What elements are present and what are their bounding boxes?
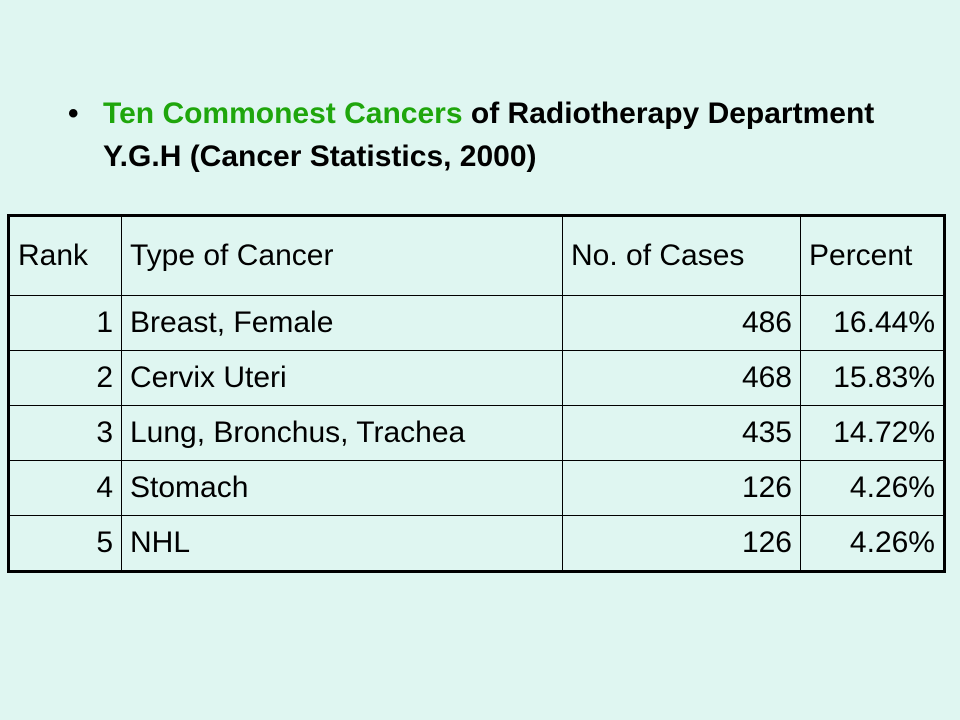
table-row: 4 Stomach 126 4.26% [8, 460, 945, 516]
title-rest: of Radiotherapy Department Y.G.H (Cancer… [103, 97, 875, 173]
cell-rank: 4 [8, 460, 122, 516]
cancer-statistics-table: Rank Type of Cancer No. of Cases Percent… [7, 214, 946, 573]
header-cases: No. of Cases [562, 215, 801, 296]
cell-percent: 14.72% [800, 405, 945, 461]
cell-type: Stomach [121, 460, 563, 516]
cell-cases: 126 [562, 460, 801, 516]
header-percent: Percent [800, 215, 945, 296]
cell-type: Cervix Uteri [121, 350, 563, 406]
cell-cases: 486 [562, 295, 801, 351]
slide-title-text: Ten Commonest Cancers of Radiotherapy De… [103, 92, 900, 178]
cell-rank: 3 [8, 405, 122, 461]
cell-cases: 126 [562, 515, 801, 572]
cell-type: NHL [121, 515, 563, 572]
table-header-row: Rank Type of Cancer No. of Cases Percent [8, 215, 945, 296]
cell-cases: 468 [562, 350, 801, 406]
table-row: 2 Cervix Uteri 468 15.83% [8, 350, 945, 406]
cell-type: Breast, Female [121, 295, 563, 351]
cell-type: Lung, Bronchus, Trachea [121, 405, 563, 461]
header-type: Type of Cancer [121, 215, 563, 296]
title-highlight: Ten Commonest Cancers [103, 97, 463, 130]
slide-title: • Ten Commonest Cancers of Radiotherapy … [68, 92, 900, 178]
table-row: 5 NHL 126 4.26% [8, 515, 945, 572]
bullet-icon: • [68, 97, 79, 130]
cell-percent: 16.44% [800, 295, 945, 351]
cell-rank: 1 [8, 295, 122, 351]
table-row: 3 Lung, Bronchus, Trachea 435 14.72% [8, 405, 945, 461]
cell-cases: 435 [562, 405, 801, 461]
cell-rank: 2 [8, 350, 122, 406]
cell-percent: 4.26% [800, 460, 945, 516]
cell-percent: 4.26% [800, 515, 945, 572]
cell-percent: 15.83% [800, 350, 945, 406]
header-rank: Rank [8, 215, 122, 296]
table-row: 1 Breast, Female 486 16.44% [8, 295, 945, 351]
cell-rank: 5 [8, 515, 122, 572]
